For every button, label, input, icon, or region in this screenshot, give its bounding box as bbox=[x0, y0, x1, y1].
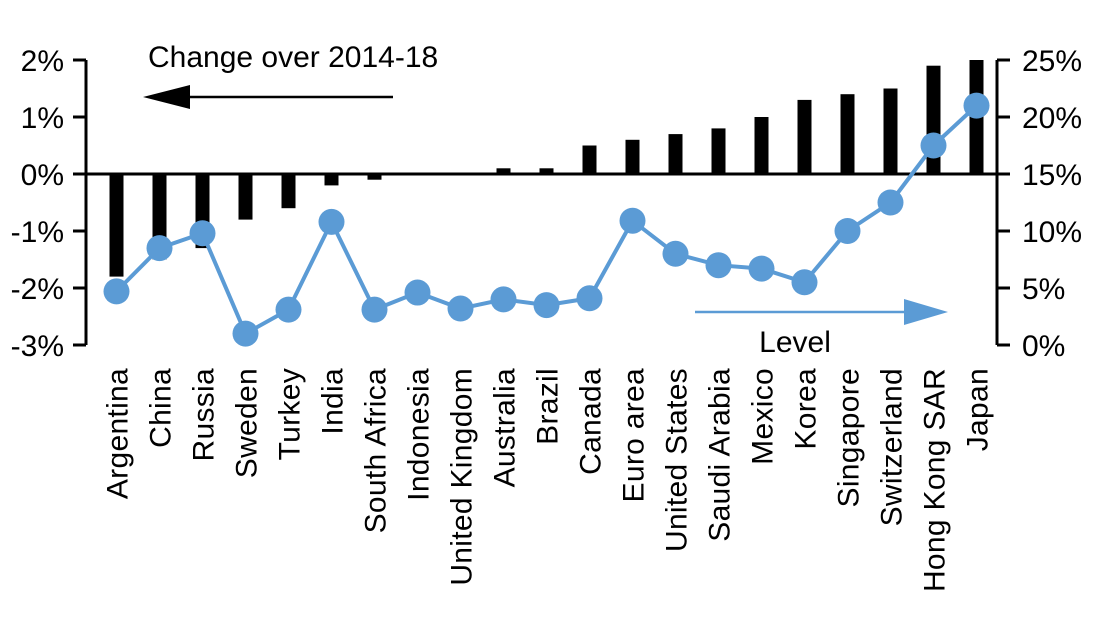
bar-india bbox=[324, 174, 339, 186]
level-marker-united-kingdom bbox=[447, 295, 474, 322]
level-marker-singapore bbox=[834, 218, 861, 244]
bar-mexico bbox=[754, 117, 769, 174]
level-marker-china bbox=[146, 235, 173, 262]
right-axis-tick-label: 5% bbox=[1022, 273, 1065, 306]
left-axis-tick-label: 0% bbox=[21, 159, 64, 192]
bar-brazil bbox=[539, 168, 554, 174]
level-marker-indonesia bbox=[404, 279, 431, 306]
bar-argentina bbox=[109, 174, 124, 277]
category-label-hong-kong-sar: Hong Kong SAR bbox=[919, 368, 952, 592]
bar-united-states bbox=[668, 134, 683, 174]
category-label-argentina: Argentina bbox=[102, 368, 135, 499]
category-label-switzerland: Switzerland bbox=[876, 368, 909, 526]
bar-switzerland bbox=[883, 88, 898, 174]
category-label-indonesia: Indonesia bbox=[403, 368, 436, 501]
category-label-canada: Canada bbox=[575, 368, 608, 475]
category-label-brazil: Brazil bbox=[532, 368, 565, 445]
bar-saudi-arabia bbox=[711, 128, 726, 174]
right-axis-tick-label: 0% bbox=[1022, 330, 1065, 363]
level-marker-brazil bbox=[533, 292, 560, 319]
left-axis-tick-label: 1% bbox=[21, 102, 64, 135]
category-label-china: China bbox=[145, 368, 178, 448]
level-marker-sweden bbox=[232, 320, 259, 347]
category-label-sweden: Sweden bbox=[231, 368, 264, 478]
bar-south-africa bbox=[367, 174, 382, 180]
category-label-india: India bbox=[317, 368, 350, 435]
category-label-korea: Korea bbox=[790, 368, 823, 450]
level-marker-mexico bbox=[748, 255, 775, 282]
level-marker-argentina bbox=[103, 278, 130, 305]
category-label-united-states: United States bbox=[661, 368, 694, 552]
category-label-south-africa: South Africa bbox=[360, 368, 393, 533]
level-marker-canada bbox=[576, 285, 603, 312]
bar-canada bbox=[582, 145, 597, 174]
bar-korea bbox=[797, 99, 812, 174]
level-marker-australia bbox=[490, 286, 517, 313]
category-label-australia: Australia bbox=[489, 368, 522, 487]
right-axis-tick-label: 25% bbox=[1022, 45, 1082, 78]
right-axis-tick-label: 15% bbox=[1022, 159, 1082, 192]
level-marker-saudi-arabia bbox=[705, 252, 732, 279]
level-marker-south-africa bbox=[361, 296, 388, 323]
category-label-singapore: Singapore bbox=[833, 368, 866, 507]
bar-turkey bbox=[281, 174, 296, 209]
bar-sweden bbox=[238, 174, 253, 220]
left-axis-tick-label: -1% bbox=[11, 216, 64, 249]
line-series-label: Level bbox=[759, 326, 831, 359]
level-marker-united-states bbox=[662, 240, 689, 267]
left-axis-tick-label: -3% bbox=[11, 330, 64, 363]
category-label-united-kingdom: United Kingdom bbox=[446, 368, 479, 586]
level-marker-switzerland bbox=[877, 189, 904, 216]
level-marker-turkey bbox=[275, 296, 302, 323]
level-marker-japan bbox=[963, 92, 990, 119]
level-marker-hong-kong-sar bbox=[920, 132, 947, 159]
category-label-mexico: Mexico bbox=[747, 368, 780, 465]
level-marker-euro-area bbox=[619, 207, 646, 234]
level-marker-russia bbox=[189, 220, 216, 247]
level-marker-korea bbox=[791, 269, 818, 296]
bar-series-label: Change over 2014-18 bbox=[148, 41, 438, 74]
category-label-japan: Japan bbox=[962, 368, 995, 451]
category-label-turkey: Turkey bbox=[274, 368, 307, 460]
bar-euro-area bbox=[625, 139, 640, 174]
right-axis-tick-label: 10% bbox=[1022, 216, 1082, 249]
level-marker-india bbox=[318, 208, 345, 235]
category-label-euro-area: Euro area bbox=[618, 368, 651, 502]
left-axis-tick-label: -2% bbox=[11, 273, 64, 306]
left-arrow-icon bbox=[143, 85, 190, 109]
left-axis-tick-label: 2% bbox=[21, 45, 64, 78]
category-label-saudi-arabia: Saudi Arabia bbox=[704, 368, 737, 542]
right-arrow-icon bbox=[904, 299, 948, 325]
bar-australia bbox=[496, 168, 511, 174]
bar-singapore bbox=[840, 94, 855, 174]
category-label-russia: Russia bbox=[188, 368, 221, 462]
right-axis-tick-label: 20% bbox=[1022, 102, 1082, 135]
